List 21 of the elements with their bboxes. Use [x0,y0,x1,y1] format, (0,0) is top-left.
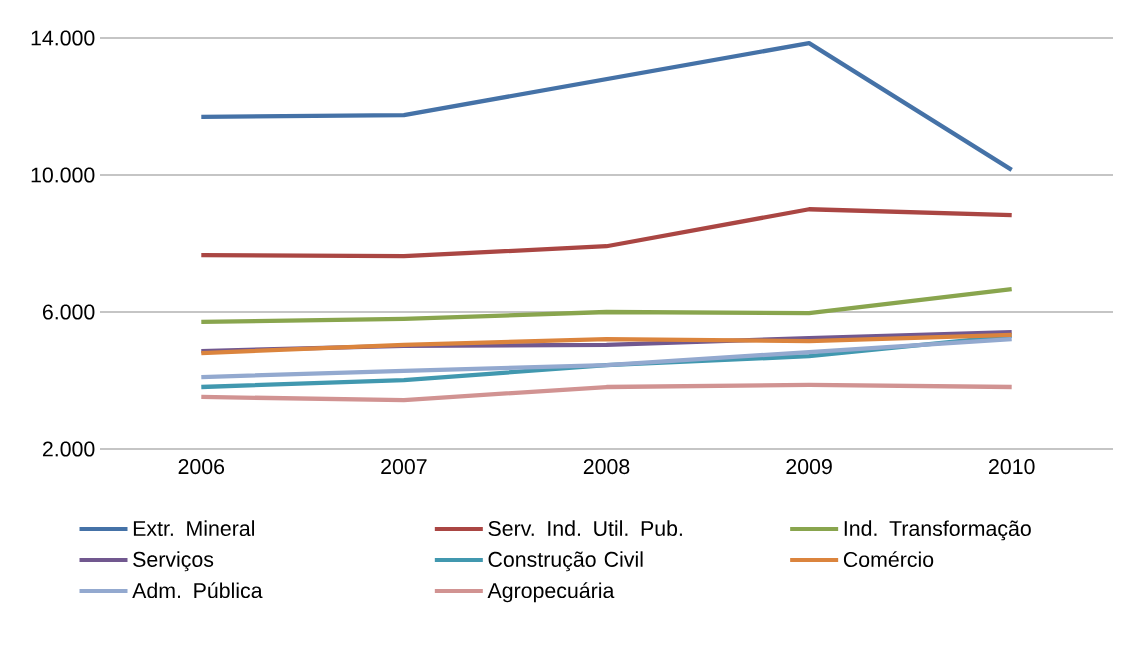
legend-label: Extr. Mineral [133,520,254,537]
y-tick-label: 2.000 [42,441,95,457]
y-tick-label: 6.000 [42,304,95,320]
line-series [199,336,1014,380]
x-tick-label: 2006 [178,459,225,475]
legend-label: Serviços [133,551,214,572]
line-series [199,382,1014,403]
legend-label: Comércio [843,551,934,568]
x-tick-label: 2009 [786,459,832,475]
line-series [199,207,1014,259]
legend-label: Serv. Ind. Util. Pub. [488,520,682,537]
legend-label: Construção Civil [488,551,643,572]
y-tick-label: 14.000 [31,30,95,46]
y-tick-label: 10.000 [31,167,95,183]
line-series [199,286,1014,325]
x-tick-label: 2007 [381,459,427,475]
legend-label: Adm. Pública [132,582,263,599]
legend-label: Ind. Transformação [844,520,1031,541]
x-tick-label: 2008 [583,459,630,475]
x-tick-label: 2010 [989,459,1035,475]
legend-label: Agropecuária [487,582,615,603]
